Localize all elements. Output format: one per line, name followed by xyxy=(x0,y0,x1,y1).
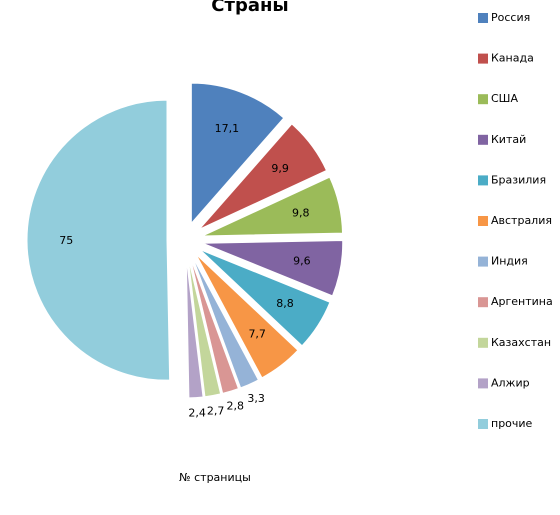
legend-swatch xyxy=(478,297,488,308)
data-label: 7,7 xyxy=(248,327,266,340)
pie-slice xyxy=(187,257,222,398)
data-label: 9,6 xyxy=(293,255,311,268)
legend-swatch xyxy=(478,256,488,267)
legend-label: Казахстан xyxy=(491,336,551,349)
data-label: 2,4 xyxy=(188,407,206,420)
legend-label: Австралия xyxy=(491,214,552,227)
x-axis-title: № страницы xyxy=(179,471,251,484)
legend-swatch xyxy=(478,94,488,105)
legend-swatch xyxy=(478,337,488,348)
legend-swatch xyxy=(478,53,488,64)
legend-label: Индия xyxy=(491,255,528,268)
legend-swatch xyxy=(478,134,488,145)
legend-swatch xyxy=(478,216,488,226)
pie-slice xyxy=(202,176,344,237)
pie-slice xyxy=(199,249,331,347)
legend-label: Россия xyxy=(491,11,530,24)
data-label: 9,8 xyxy=(292,206,310,219)
legend-label: США xyxy=(491,92,518,105)
data-label: 9,9 xyxy=(271,162,289,175)
pie-slice xyxy=(191,256,260,389)
legend-swatch xyxy=(478,175,488,186)
data-label: 17,1 xyxy=(215,122,240,135)
legend-swatch xyxy=(478,13,488,23)
legend-label: Бразилия xyxy=(491,173,546,186)
legend-label: Канада xyxy=(491,52,534,65)
pie-slice xyxy=(202,239,344,297)
legend-label: Китай xyxy=(491,133,526,146)
legend-label: Аргентина xyxy=(491,295,553,308)
legend-label: прочие xyxy=(491,417,533,430)
data-label: 2,7 xyxy=(207,404,225,417)
data-label: 3,3 xyxy=(247,392,265,405)
data-label: 2,8 xyxy=(226,400,244,413)
legend-swatch xyxy=(478,419,488,429)
pie-slice xyxy=(195,253,299,379)
chart-title: Страны xyxy=(211,0,288,16)
pie-slice xyxy=(199,123,328,230)
legend-label: Алжир xyxy=(491,376,530,389)
pie-slice xyxy=(185,257,204,399)
pie-slice xyxy=(190,82,285,225)
legend-swatch xyxy=(478,378,488,389)
pie-slice xyxy=(26,99,171,381)
data-label: 8,8 xyxy=(276,297,294,310)
pie-slice xyxy=(189,257,240,395)
data-label: 75 xyxy=(59,234,73,247)
